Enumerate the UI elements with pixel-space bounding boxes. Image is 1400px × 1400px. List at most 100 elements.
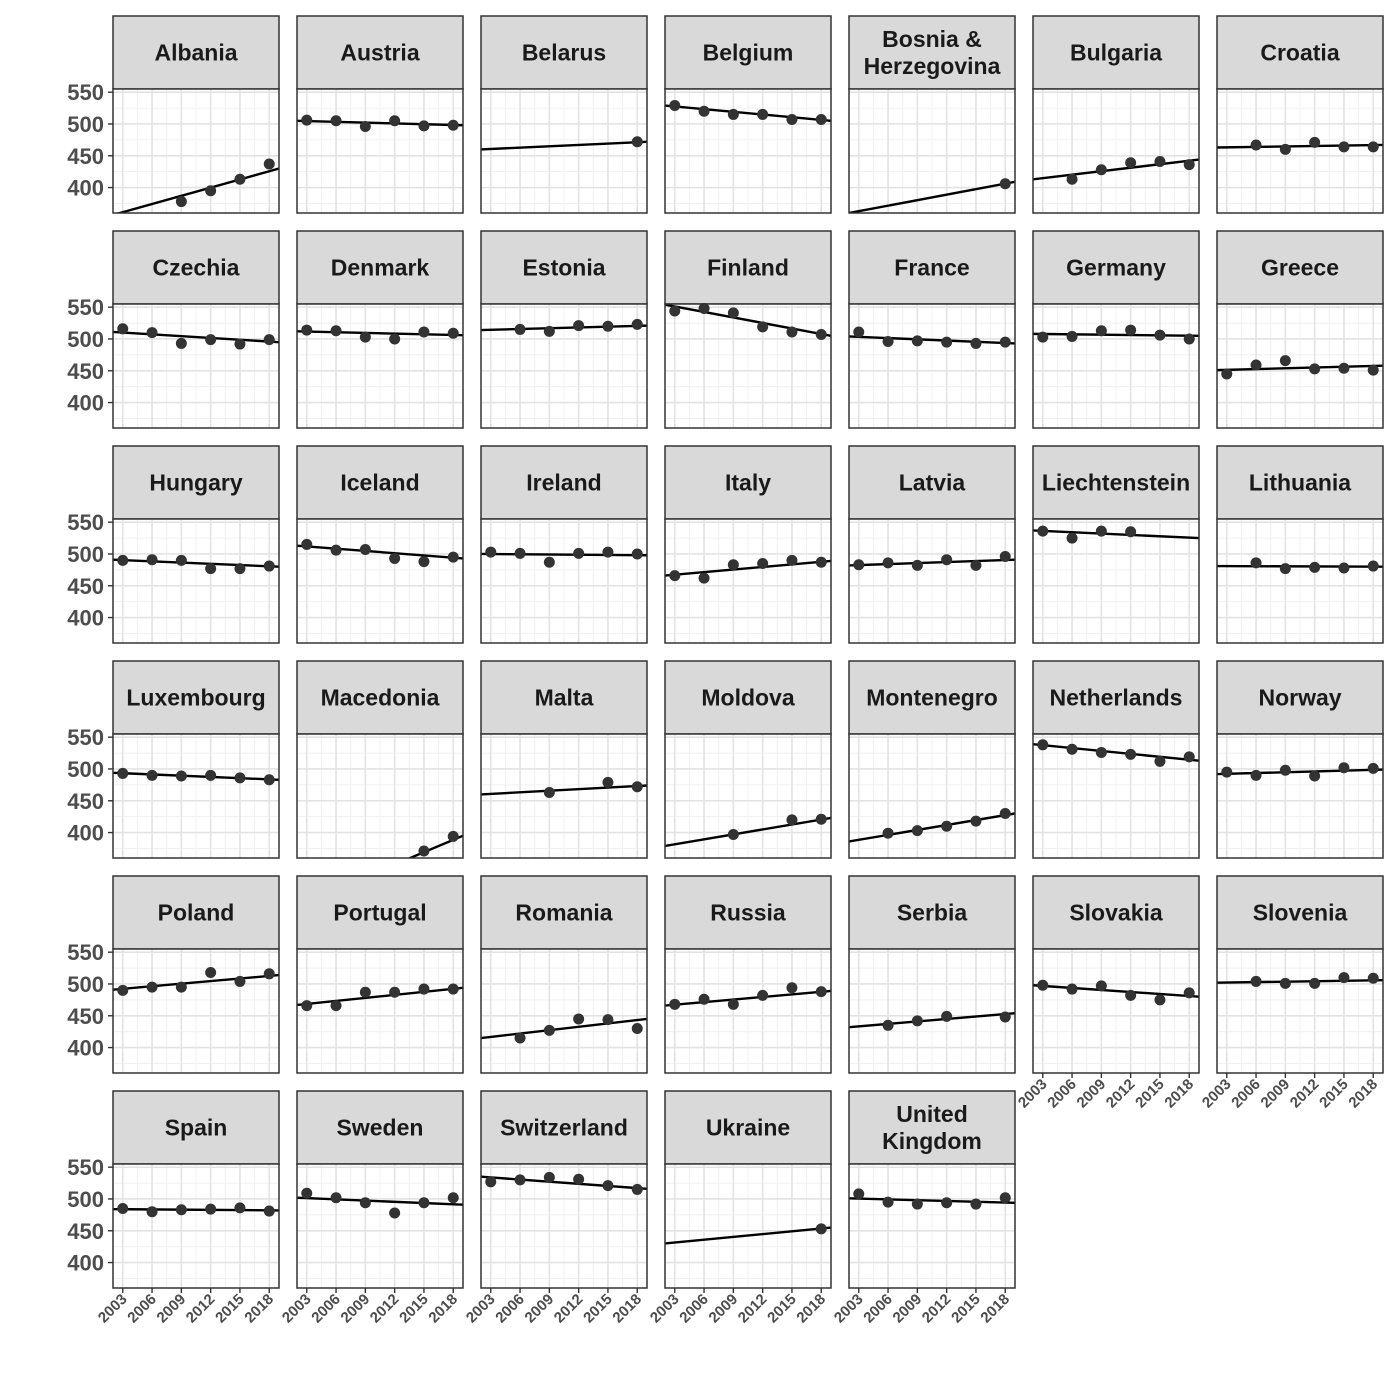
data-point: [757, 989, 769, 1001]
trend-line: [115, 167, 279, 213]
trend-line: [849, 180, 1015, 213]
facet-strip: [480, 875, 648, 950]
y-tick-label: 500: [67, 542, 104, 567]
data-point: [941, 820, 953, 832]
facet-strip: [480, 445, 648, 520]
data-point: [1095, 525, 1107, 537]
y-tick-label: 400: [67, 606, 104, 631]
data-point: [205, 1203, 217, 1215]
data-point: [263, 1205, 275, 1217]
panel-border: [112, 948, 280, 1074]
data-point: [543, 556, 555, 568]
panel-border: [480, 1163, 648, 1289]
data-point: [359, 544, 371, 556]
facet-strip: [848, 230, 1016, 305]
panel-border: [112, 88, 280, 214]
data-point: [1183, 987, 1195, 999]
data-point: [669, 998, 681, 1010]
facet-strip: [1216, 875, 1384, 950]
x-tick-label: 2003: [279, 1291, 315, 1327]
facet-title: Austria: [340, 40, 419, 66]
data-point: [1367, 141, 1379, 153]
data-point: [1125, 748, 1137, 760]
data-point: [1338, 141, 1350, 153]
panel-border: [664, 303, 832, 429]
data-point: [1037, 739, 1049, 751]
data-point: [447, 1192, 459, 1204]
trend-line: [665, 989, 831, 1007]
data-point: [1066, 983, 1078, 995]
data-point: [330, 1192, 342, 1204]
x-tick-label: 2003: [1199, 1076, 1235, 1112]
trend-line: [481, 784, 647, 796]
panel-border: [664, 1163, 832, 1289]
data-point: [999, 807, 1011, 819]
x-tick-label: 2009: [1258, 1076, 1294, 1112]
data-point: [175, 196, 187, 208]
facet-title: Hungary: [149, 470, 243, 496]
facet-title: Ukraine: [706, 1115, 790, 1141]
y-tick-label: 550: [67, 725, 104, 750]
panel-border: [1216, 88, 1384, 214]
x-tick-label: 2012: [551, 1291, 587, 1327]
facet-strip: [1216, 445, 1384, 520]
facet-title: Netherlands: [1050, 685, 1183, 711]
data-point: [573, 547, 585, 559]
trend-line: [1033, 158, 1199, 181]
x-tick-label: 2015: [580, 1291, 616, 1327]
facet-strip: [848, 15, 1016, 90]
facet-strip: [848, 875, 1016, 950]
data-point: [1125, 324, 1137, 336]
panel-border: [848, 948, 1016, 1074]
x-tick-label: 2015: [1132, 1076, 1168, 1112]
data-point: [117, 767, 129, 779]
data-point: [514, 1032, 526, 1044]
x-tick-label: 2018: [1161, 1076, 1197, 1112]
panel-border: [296, 1163, 464, 1289]
x-tick-label: 2009: [890, 1291, 926, 1327]
facet-strip: [664, 445, 832, 520]
data-point: [911, 335, 923, 347]
data-point: [999, 178, 1011, 190]
data-point: [447, 830, 459, 842]
trend-line: [113, 771, 279, 781]
facet-strip: [664, 1090, 832, 1165]
data-point: [117, 323, 129, 335]
data-point: [911, 1198, 923, 1210]
facet-strip: [112, 1090, 280, 1165]
data-point: [698, 993, 710, 1005]
data-point: [1250, 359, 1262, 371]
trend-line: [481, 140, 647, 151]
y-tick-label: 450: [67, 1219, 104, 1244]
panel-border: [1216, 733, 1384, 859]
facet-title: Serbia: [897, 900, 968, 926]
data-point: [1125, 157, 1137, 169]
data-point: [447, 327, 459, 339]
x-tick-label: 2006: [124, 1291, 160, 1327]
data-point: [1037, 979, 1049, 991]
x-tick-label: 2018: [1345, 1076, 1381, 1112]
x-tick-label: 2015: [948, 1291, 984, 1327]
data-point: [698, 572, 710, 584]
trend-line: [849, 812, 1015, 843]
trend-line: [481, 324, 647, 332]
panel-border: [112, 518, 280, 644]
y-tick-label: 400: [67, 821, 104, 846]
panel-border: [848, 88, 1016, 214]
panel-border: [112, 1163, 280, 1289]
trend-line: [665, 816, 831, 848]
y-tick-label: 500: [67, 112, 104, 137]
y-tick-label: 500: [67, 972, 104, 997]
facet-title: Portugal: [333, 900, 426, 926]
data-point: [1066, 532, 1078, 544]
data-point: [263, 968, 275, 980]
facet-strip: [480, 15, 648, 90]
panel-border: [296, 88, 464, 214]
data-point: [1367, 560, 1379, 572]
data-point: [205, 185, 217, 197]
trend-line: [1033, 332, 1199, 337]
facet-title: Denmark: [331, 255, 430, 281]
facet-strip: [296, 445, 464, 520]
data-point: [941, 1197, 953, 1209]
facet-title: Bulgaria: [1070, 40, 1162, 66]
